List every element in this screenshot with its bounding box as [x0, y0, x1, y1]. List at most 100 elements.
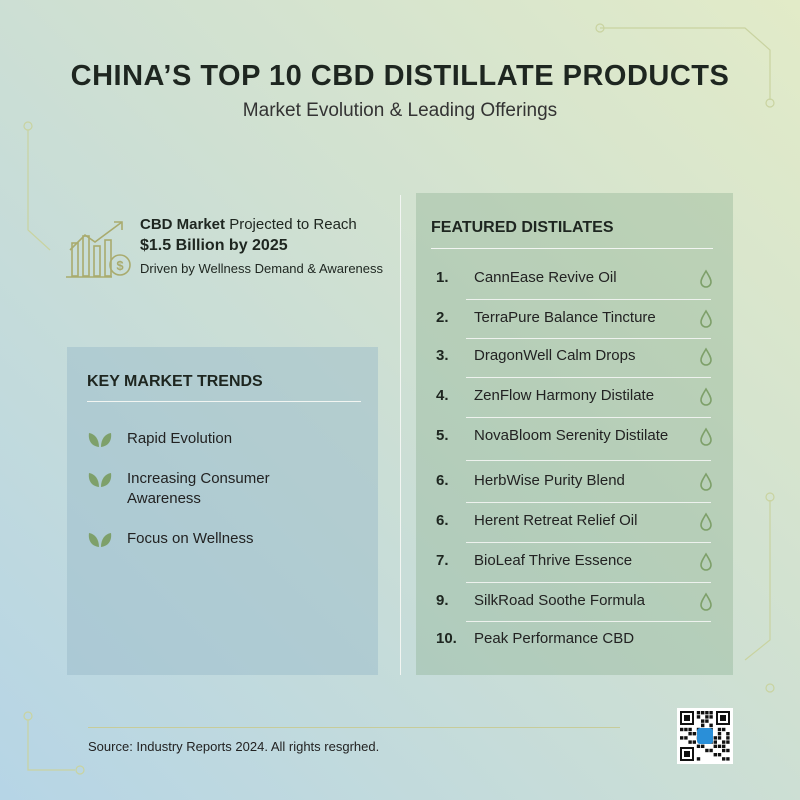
item-name: HerbWise Purity Blend — [474, 472, 625, 489]
title: CHINA’S TOP 10 CBD DISTILLATE PRODUCTS — [70, 60, 730, 92]
qr-cell — [726, 736, 730, 740]
qr-cell — [692, 732, 696, 736]
qr-cell — [684, 715, 690, 721]
featured-item: 1. CannEase Revive Oil — [431, 269, 713, 289]
divider — [400, 195, 401, 675]
qr-cell — [726, 757, 730, 761]
featured-item: 10. Peak Performance CBD — [431, 630, 713, 650]
item-number: 4. — [436, 387, 449, 404]
qr-cell — [688, 740, 692, 744]
featured-panel: FEATURED DISTILATES 1. CannEase Revive Oi… — [416, 193, 733, 675]
qr-cell — [722, 727, 726, 732]
separator — [466, 299, 711, 300]
dollar-icon: $ — [116, 258, 124, 273]
qr-cell — [713, 744, 717, 748]
drop-icon — [700, 387, 712, 406]
leaf-icon — [88, 533, 112, 547]
qr-cell — [696, 757, 701, 761]
qr-cell — [688, 727, 692, 732]
drop-icon — [700, 269, 712, 288]
qr-cell — [696, 711, 701, 715]
separator — [466, 417, 711, 418]
item-number: 3. — [436, 347, 449, 364]
item-number: 9. — [436, 592, 449, 609]
qr-cell — [709, 711, 713, 715]
trends-title: KEY MARKET TRENDS — [87, 373, 263, 390]
item-number: 6. — [436, 472, 449, 489]
item-number: 6. — [436, 512, 449, 529]
qr-cell — [680, 736, 684, 740]
item-name: NovaBloom Serenity Distilate — [474, 427, 669, 444]
qr-cell — [722, 748, 726, 753]
qr-cell — [726, 732, 730, 736]
trend-text: Increasing Consumer Awareness — [127, 470, 270, 507]
qr-cell — [684, 736, 688, 740]
qr-cell — [688, 732, 692, 736]
qr-cell — [717, 753, 722, 757]
leaf-icon — [88, 473, 112, 487]
market-text: Projected to Reach — [225, 216, 357, 233]
subtitle: Market Evolution & Leading Offerings — [242, 100, 558, 121]
trends-panel: KEY MARKET TRENDS Rapid Evolution Increas… — [67, 347, 378, 675]
separator — [466, 582, 711, 583]
qr-cell — [717, 736, 722, 740]
item-name: BioLeaf Thrive Essence — [474, 552, 633, 569]
qr-cell — [726, 740, 730, 744]
qr-cell — [717, 727, 722, 732]
qr-cell — [696, 715, 701, 719]
qr-cell — [713, 740, 717, 744]
qr-cell — [720, 715, 726, 721]
qr-cell — [722, 740, 726, 744]
featured-item: 9. SilkRoad Soothe Formula — [431, 592, 713, 612]
trend-item: Rapid Evolution — [87, 429, 307, 449]
qr-cell — [692, 740, 696, 744]
market-figure: $1.5 Billion by 2025 — [140, 237, 288, 254]
qr-cell — [709, 723, 713, 727]
featured-item: 6. Herent Retreat Relief Oil — [431, 512, 713, 532]
drop-icon — [700, 347, 712, 366]
qr-cell — [709, 748, 713, 753]
separator — [466, 502, 711, 503]
source: Source: Industry Reports 2024. All right… — [88, 739, 380, 754]
item-name: CannEase Revive Oil — [474, 269, 617, 286]
item-name: TerraPure Balance Tincture — [474, 309, 656, 326]
separator — [466, 377, 711, 378]
qr-cell — [705, 719, 709, 723]
qr-cell — [684, 727, 688, 732]
drop-icon — [700, 592, 712, 611]
item-name: Herent Retreat Relief Oil — [474, 512, 638, 529]
qr-cell — [701, 711, 705, 715]
separator — [466, 542, 711, 543]
qr-cell — [684, 751, 690, 757]
qr-cell — [696, 744, 701, 748]
qr-cell — [713, 736, 717, 740]
drop-icon — [700, 427, 712, 446]
qr-cell — [705, 715, 709, 719]
item-number: 1. — [436, 269, 449, 286]
market-note: Driven by Wellness Demand & Awareness — [140, 261, 384, 276]
qr-cell — [722, 744, 726, 748]
footer-rule — [88, 727, 620, 728]
qr-cell — [713, 753, 717, 757]
featured-item: 7. BioLeaf Thrive Essence — [431, 552, 713, 572]
qr-cell — [705, 748, 709, 753]
qr-cell — [722, 757, 726, 761]
market-bold: CBD Market — [140, 216, 226, 233]
featured-item: 4. ZenFlow Harmony Distilate — [431, 387, 713, 407]
drop-icon — [700, 552, 712, 571]
trend-text: Rapid Evolution — [127, 430, 233, 447]
item-number: 7. — [436, 552, 449, 569]
featured-item: 3. DragonWell Calm Drops — [431, 347, 713, 367]
featured-title: FEATURED DISTILATES — [431, 219, 614, 236]
separator — [466, 459, 711, 461]
item-name: SilkRoad Soothe Formula — [474, 592, 645, 609]
featured-item: 5. NovaBloom Serenity Distilate — [431, 427, 713, 447]
item-number: 10. — [436, 630, 457, 647]
trend-item: Focus on Wellness — [87, 529, 307, 549]
leaf-icon — [88, 433, 112, 447]
item-number: 2. — [436, 309, 449, 326]
item-name: ZenFlow Harmony Distilate — [474, 387, 655, 404]
qr-cell — [701, 719, 705, 723]
